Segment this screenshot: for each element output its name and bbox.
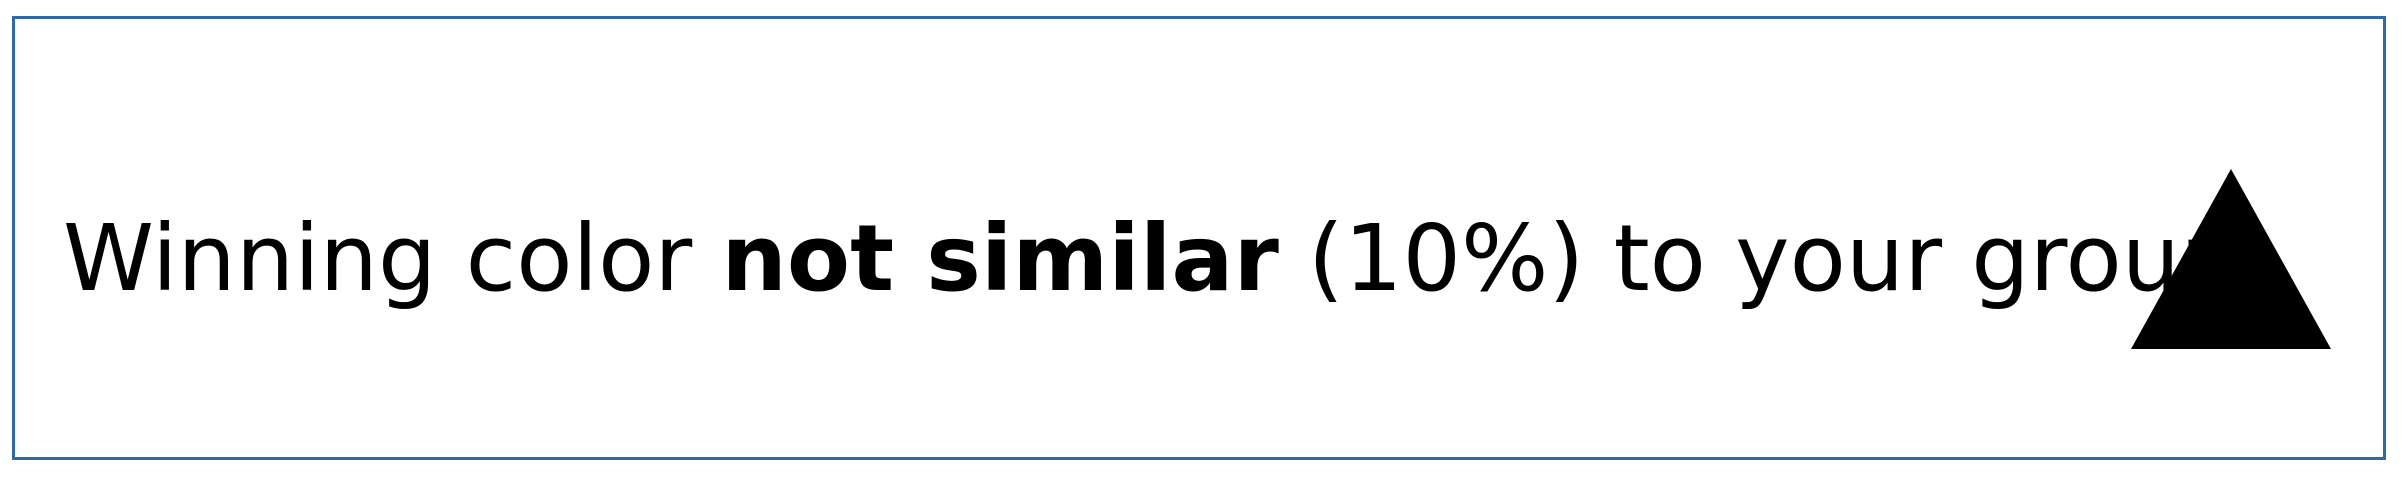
message-panel: Winning color not similar (10%) to your … xyxy=(12,16,2386,460)
message-emphasis: not similar xyxy=(721,205,1279,312)
up-triangle-icon xyxy=(2131,169,2331,349)
status-message: Winning color not similar (10%) to your … xyxy=(63,194,2238,324)
message-suffix: (10%) to your group xyxy=(1278,205,2239,312)
message-prefix: Winning color xyxy=(63,205,722,312)
